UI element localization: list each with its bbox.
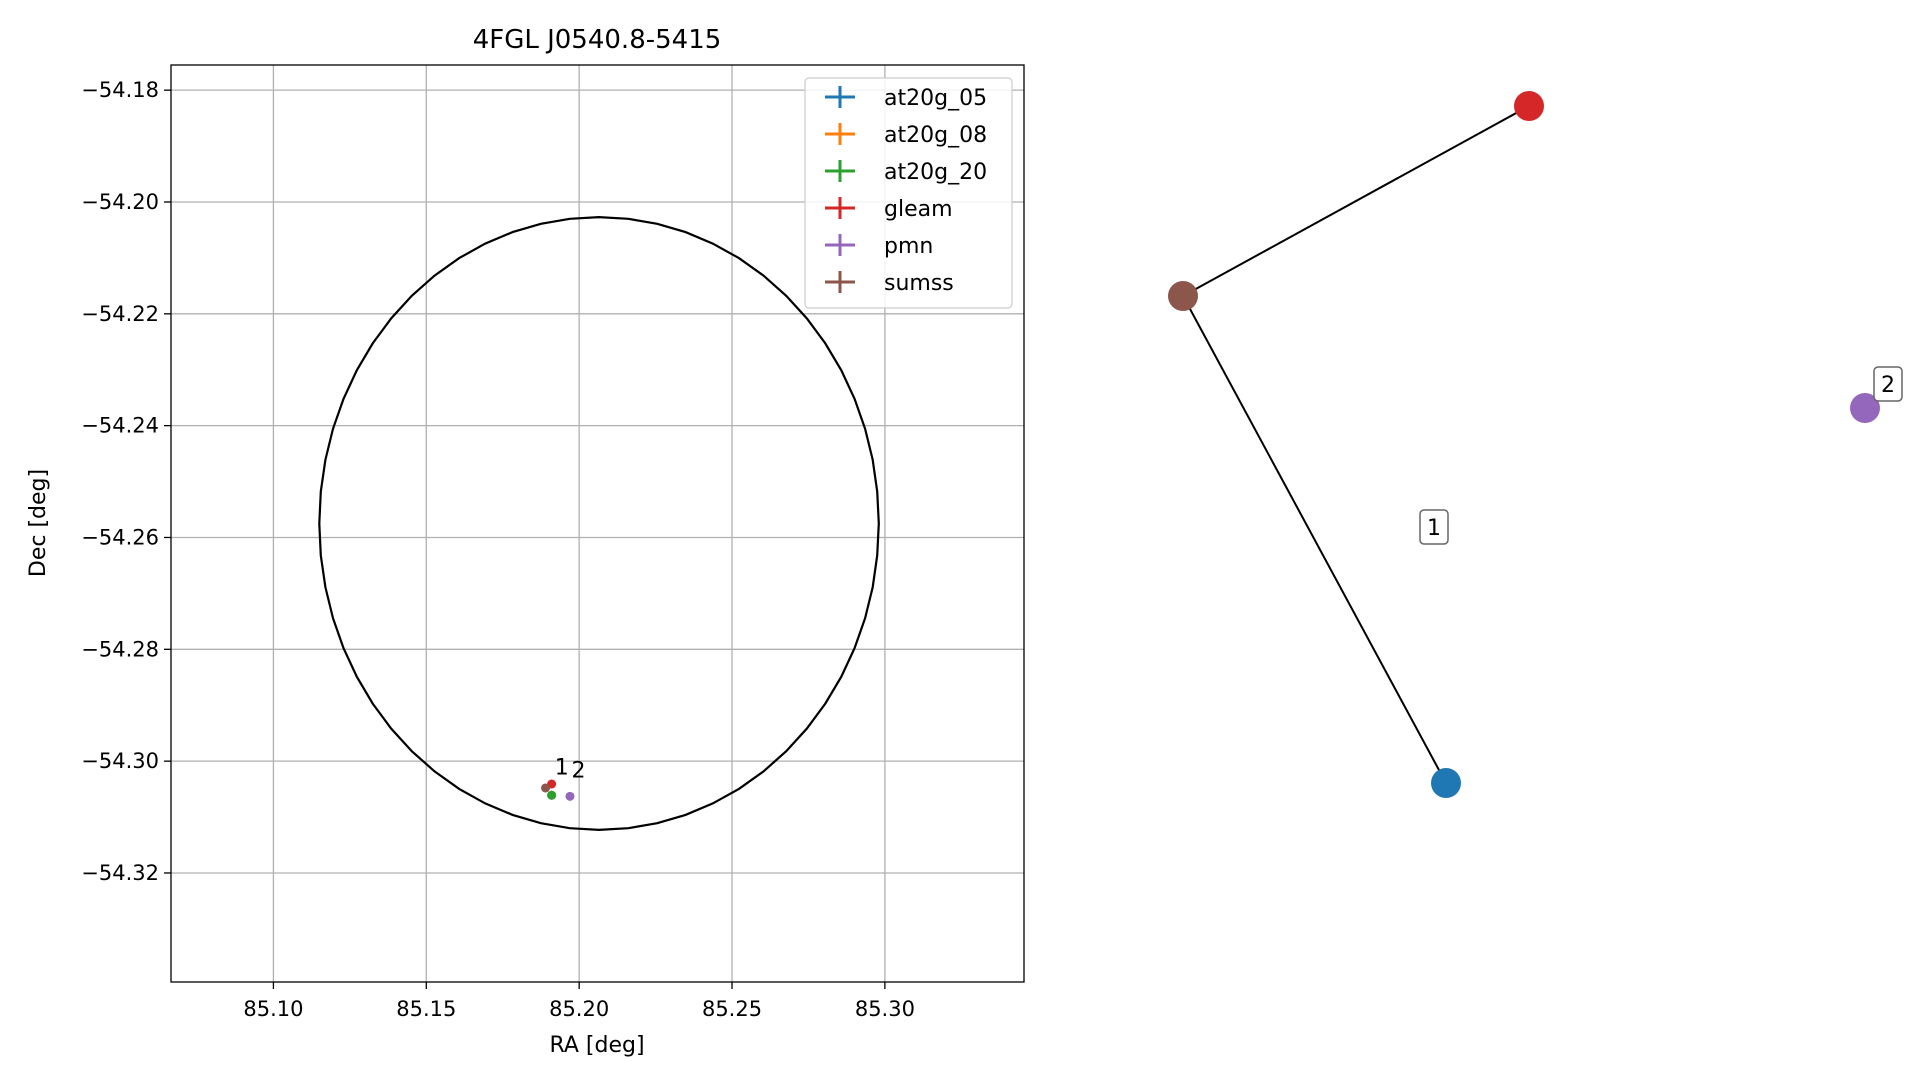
y-tick-label: −54.18: [81, 78, 159, 102]
axes-frame: [170, 64, 1025, 983]
source-points: [541, 779, 575, 801]
chart-title: 4FGL J0540.8-5415: [473, 25, 722, 55]
legend-entry-at20g_05: at20g_05: [825, 86, 987, 111]
point-annotation: 1: [555, 756, 569, 781]
label-box: [1419, 509, 1449, 545]
graph-node-gleam: [1514, 91, 1544, 121]
y-tick-label: −54.26: [81, 525, 159, 549]
legend-entry-at20g_08: at20g_08: [825, 123, 987, 148]
legend-label: gleam: [884, 197, 953, 222]
graph-labels: 12: [1419, 366, 1903, 545]
x-tick-label: 85.30: [855, 997, 915, 1021]
legend-box: [804, 77, 1013, 309]
legend-label: pmn: [884, 234, 933, 259]
legend-entry-gleam: gleam: [825, 197, 953, 222]
crossmatch-graph: 12: [1168, 91, 1903, 798]
y-tick-label: −54.32: [81, 861, 159, 885]
legend-entry-sumss: sumss: [825, 271, 954, 296]
x-tick-label: 85.15: [396, 997, 456, 1021]
graph-edge: [1182, 105, 1530, 297]
legend-entry-pmn: pmn: [825, 234, 933, 259]
legend-label: at20g_20: [884, 160, 987, 185]
graph-node-at20g: [1431, 768, 1461, 798]
point-pmn: [565, 791, 575, 801]
legend-label: at20g_08: [884, 123, 987, 148]
point-at20g_20: [547, 790, 557, 800]
legend-entry-at20g_20: at20g_20: [825, 160, 987, 185]
graph-edge: [1182, 295, 1447, 784]
x-tick-label: 85.20: [549, 997, 609, 1021]
x-ticks: 85.10 85.15 85.20 85.25 85.30: [243, 982, 915, 1021]
graph-nodes: [1168, 91, 1880, 798]
position-error-ellipse: [318, 215, 880, 832]
graph-edges: [1182, 105, 1530, 784]
point-annotation: 2: [572, 758, 586, 783]
y-tick-label: −54.30: [81, 749, 159, 773]
point-sumss: [541, 783, 551, 793]
y-tick-label: −54.28: [81, 637, 159, 661]
graph-node-pmn: [1850, 393, 1880, 423]
y-tick-label: −54.22: [81, 302, 159, 326]
legend-label: at20g_05: [884, 86, 987, 111]
label-box: [1873, 366, 1903, 402]
graph-node-sumss: [1168, 281, 1198, 311]
y-tick-label: −54.24: [81, 414, 159, 438]
label-text: 1: [1427, 516, 1441, 541]
x-tick-label: 85.25: [702, 997, 762, 1021]
graph-component-label: 1: [1419, 509, 1449, 545]
x-axis-label: RA [deg]: [549, 1033, 644, 1058]
legend-label: sumss: [884, 271, 954, 296]
y-tick-label: −54.20: [81, 190, 159, 214]
y-axis-label: Dec [deg]: [26, 469, 51, 577]
label-text: 2: [1881, 373, 1895, 398]
graph-component-label: 2: [1873, 366, 1903, 402]
y-ticks: −54.18 −54.20 −54.22 −54.24 −54.26 −54.28 −54.…: [81, 78, 171, 885]
x-tick-label: 85.10: [243, 997, 303, 1021]
